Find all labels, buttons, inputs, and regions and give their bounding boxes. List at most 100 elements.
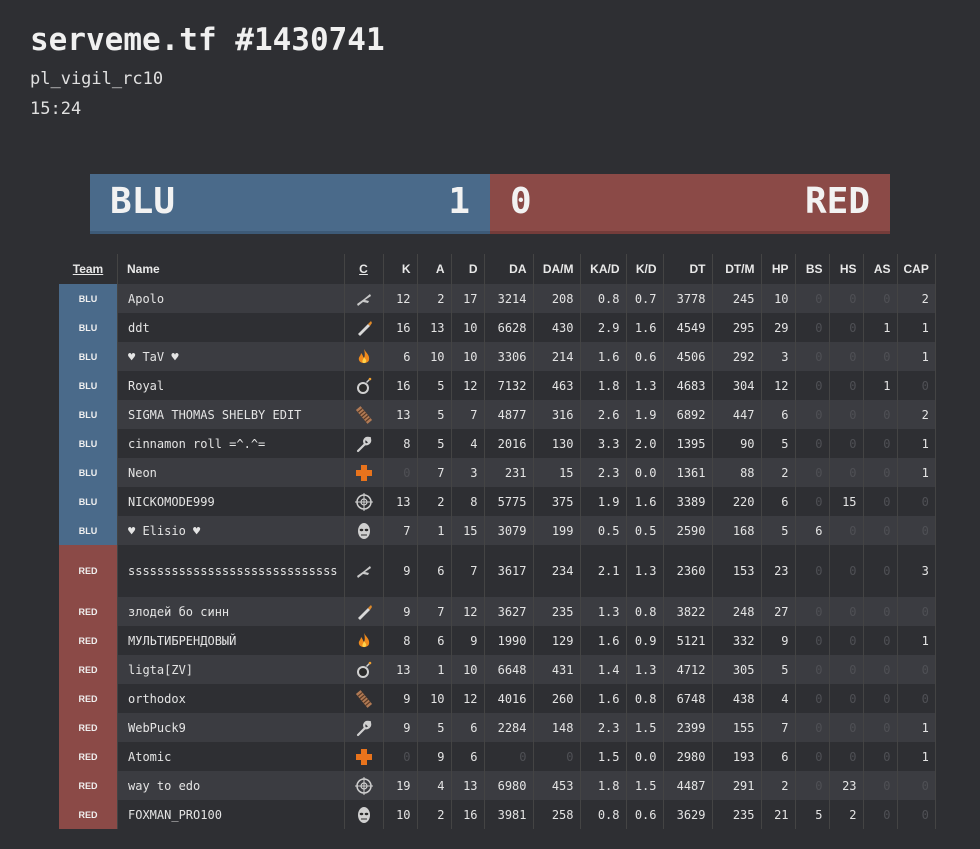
column-header-healthpacks[interactable]: HP xyxy=(761,254,796,284)
column-header-damage-taken[interactable]: DT xyxy=(663,254,713,284)
player-name[interactable]: злодей бо синн xyxy=(117,597,345,626)
class-cell xyxy=(344,371,384,400)
player-name[interactable]: way to edo xyxy=(117,771,345,800)
stat-kills: 12 xyxy=(383,284,418,313)
column-header-kd[interactable]: K/D xyxy=(626,254,664,284)
column-header-damage-taken-per-minute[interactable]: DT/M xyxy=(712,254,762,284)
stat-kad: 2.3 xyxy=(580,458,627,487)
soldier-icon xyxy=(355,604,373,620)
stat-deaths: 8 xyxy=(451,487,485,516)
stat-kd: 1.3 xyxy=(626,545,664,597)
player-name[interactable]: sssssssssssssssssssssssssssss xyxy=(117,545,345,597)
player-name[interactable]: Atomic xyxy=(117,742,345,771)
stat-kad: 1.4 xyxy=(580,655,627,684)
column-header-assists[interactable]: A xyxy=(417,254,452,284)
column-header-damage-per-minute[interactable]: DA/M xyxy=(533,254,581,284)
stat-backstabs: 0 xyxy=(795,429,830,458)
stat-airshots: 0 xyxy=(863,655,898,684)
stat-damage-taken-per-minute: 291 xyxy=(712,771,762,800)
spy-icon xyxy=(355,806,373,823)
stat-assists: 6 xyxy=(417,545,452,597)
player-name[interactable]: NICKOMODE999 xyxy=(117,487,345,516)
stat-kills: 9 xyxy=(383,713,418,742)
player-name[interactable]: orthodox xyxy=(117,684,345,713)
stat-damage-taken: 1361 xyxy=(663,458,713,487)
player-name[interactable]: ♥ TaV ♥ xyxy=(117,342,345,371)
class-cell xyxy=(344,516,384,545)
demoman-icon xyxy=(355,377,373,394)
stat-kills: 9 xyxy=(383,684,418,713)
player-name[interactable]: ddt xyxy=(117,313,345,342)
column-header-airshots[interactable]: AS xyxy=(863,254,898,284)
player-name[interactable]: cinnamon roll =^.^= xyxy=(117,429,345,458)
column-header-kad[interactable]: KA/D xyxy=(580,254,627,284)
class-cell xyxy=(344,742,384,771)
player-name[interactable]: Neon xyxy=(117,458,345,487)
table-row: RED sssssssssssssssssssssssssssss 9 6 7 3617 2… xyxy=(59,545,936,597)
column-header-class[interactable]: C xyxy=(344,254,384,284)
team-badge: RED xyxy=(59,742,118,771)
spy-icon xyxy=(355,522,373,539)
player-name[interactable]: Apolo xyxy=(117,284,345,313)
stat-headshots: 0 xyxy=(829,371,864,400)
stat-damage: 3981 xyxy=(484,800,534,829)
stat-healthpacks: 6 xyxy=(761,742,796,771)
column-header-headshots[interactable]: HS xyxy=(829,254,864,284)
player-name[interactable]: Royal xyxy=(117,371,345,400)
stat-damage-taken-per-minute: 438 xyxy=(712,684,762,713)
player-stats-table: Team Name C K A D DA DA/M KA/D K/D DT DT… xyxy=(59,254,936,829)
column-header-captures[interactable]: CAP xyxy=(897,254,936,284)
stat-captures: 0 xyxy=(897,684,936,713)
column-header-damage[interactable]: DA xyxy=(484,254,534,284)
class-cell xyxy=(344,487,384,516)
stat-assists: 10 xyxy=(417,684,452,713)
stat-damage-per-minute: 258 xyxy=(533,800,581,829)
table-row: BLU SIGMA THOMAS SHELBY EDIT 13 5 7 4877 316 2.… xyxy=(59,400,936,429)
stat-kd: 1.6 xyxy=(626,487,664,516)
stat-damage: 1990 xyxy=(484,626,534,655)
class-cell xyxy=(344,684,384,713)
stat-backstabs: 0 xyxy=(795,400,830,429)
stat-backstabs: 0 xyxy=(795,626,830,655)
class-cell xyxy=(344,597,384,626)
stat-damage-per-minute: 375 xyxy=(533,487,581,516)
stat-backstabs: 0 xyxy=(795,342,830,371)
stat-airshots: 0 xyxy=(863,400,898,429)
column-header-backstabs[interactable]: BS xyxy=(795,254,830,284)
player-name[interactable]: WebPuck9 xyxy=(117,713,345,742)
stat-damage: 0 xyxy=(484,742,534,771)
stat-kills: 9 xyxy=(383,545,418,597)
stat-assists: 10 xyxy=(417,342,452,371)
stat-airshots: 0 xyxy=(863,516,898,545)
team-badge: BLU xyxy=(59,371,118,400)
stat-backstabs: 0 xyxy=(795,284,830,313)
team-badge: RED xyxy=(59,800,118,829)
stat-damage-per-minute: 316 xyxy=(533,400,581,429)
player-name[interactable]: МУЛЬТИБРЕНДОВЫЙ xyxy=(117,626,345,655)
player-name[interactable]: ♥ Elisio ♥ xyxy=(117,516,345,545)
player-name[interactable]: FOXMAN_PRO100 xyxy=(117,800,345,829)
class-cell xyxy=(344,400,384,429)
team-badge: RED xyxy=(59,597,118,626)
stat-damage-per-minute: 199 xyxy=(533,516,581,545)
stat-healthpacks: 6 xyxy=(761,400,796,429)
stat-kd: 0.5 xyxy=(626,516,664,545)
stat-deaths: 16 xyxy=(451,800,485,829)
column-header-team[interactable]: Team xyxy=(59,254,118,284)
stat-damage-per-minute: 463 xyxy=(533,371,581,400)
stat-damage-per-minute: 130 xyxy=(533,429,581,458)
player-name[interactable]: SIGMA THOMAS SHELBY EDIT xyxy=(117,400,345,429)
player-name[interactable]: ligta[ZV] xyxy=(117,655,345,684)
stat-healthpacks: 29 xyxy=(761,313,796,342)
stat-assists: 5 xyxy=(417,713,452,742)
stat-damage: 3214 xyxy=(484,284,534,313)
stat-damage-taken: 6892 xyxy=(663,400,713,429)
stat-assists: 5 xyxy=(417,400,452,429)
column-header-deaths[interactable]: D xyxy=(451,254,485,284)
stat-healthpacks: 2 xyxy=(761,458,796,487)
stat-damage: 3079 xyxy=(484,516,534,545)
column-header-kills[interactable]: K xyxy=(383,254,418,284)
stat-headshots: 0 xyxy=(829,458,864,487)
stat-airshots: 0 xyxy=(863,742,898,771)
stat-captures: 1 xyxy=(897,626,936,655)
